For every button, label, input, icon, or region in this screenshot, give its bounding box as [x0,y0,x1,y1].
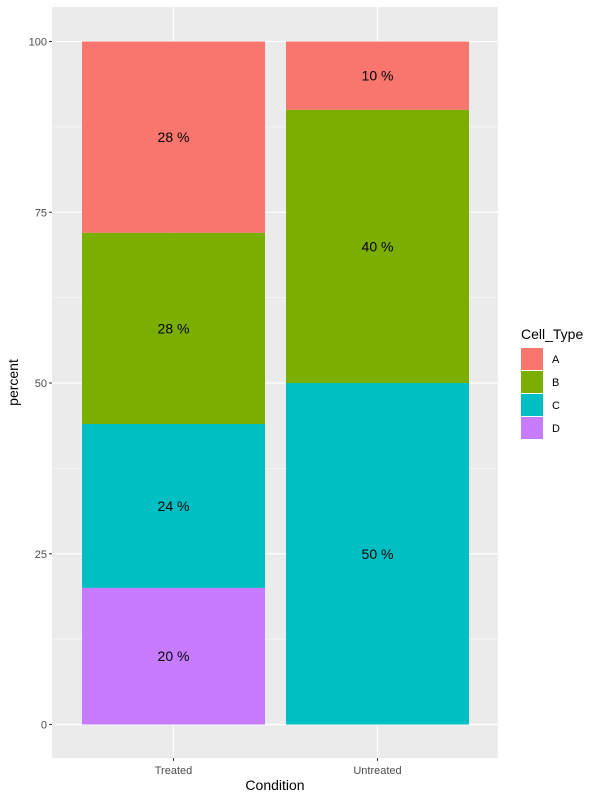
x-tick-label: Untreated [353,765,401,777]
legend-label: A [552,354,560,366]
legend-key-b [521,371,543,393]
data-label: 10 % [362,68,394,84]
x-tick-label: Treated [155,765,193,777]
y-tick-label: 100 [29,37,47,49]
x-axis-title: Condition [245,777,304,793]
legend-title: Cell_Type [521,326,583,342]
y-axis: 0 25 50 75 100 [29,37,52,732]
legend-label: C [552,400,560,412]
bars [82,41,469,725]
bar-segment-c-treated [82,423,265,588]
legend-key-d [521,417,543,439]
data-label: 28 % [158,320,190,336]
legend-label: D [552,423,560,435]
legend-key-c [521,394,543,416]
y-tick-label: 25 [35,549,47,561]
bar-segment-a-treated [82,41,265,233]
data-label: 50 % [362,546,394,562]
data-label: 28 % [158,129,190,145]
data-labels: 20 % 24 % 28 % 28 % 50 % 40 % 10 % [158,68,394,665]
data-label: 20 % [158,648,190,664]
data-label: 40 % [362,238,394,254]
y-tick-label: 0 [41,720,47,732]
y-tick-label: 75 [35,207,47,219]
legend-label: B [552,377,559,389]
bar-segment-b-treated [82,232,265,424]
legend-key-a [521,348,543,370]
x-axis: Treated Untreated [155,758,402,777]
bar-segment-a-untreated [286,41,469,110]
bar-segment-d-treated [82,587,265,725]
bar-segment-b-untreated [286,109,469,384]
data-label: 24 % [158,498,190,514]
bar-segment-c-untreated [286,383,469,725]
y-axis-title: percent [5,359,21,406]
y-tick-label: 50 [35,378,47,390]
